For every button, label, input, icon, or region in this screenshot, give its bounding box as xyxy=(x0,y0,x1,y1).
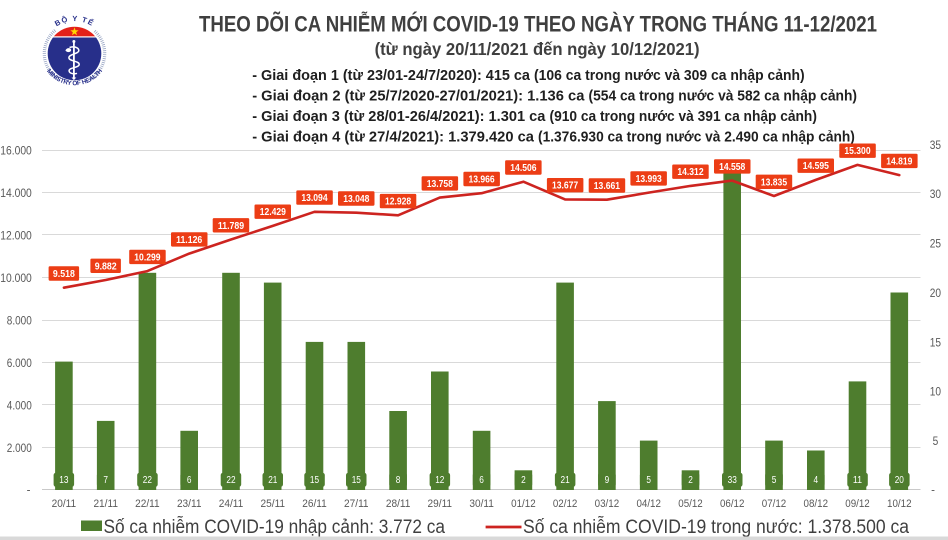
svg-text:26/11: 26/11 xyxy=(302,498,327,510)
svg-text:20/11: 20/11 xyxy=(52,498,77,510)
svg-text:2: 2 xyxy=(521,475,526,486)
svg-text:12.928: 12.928 xyxy=(385,197,411,208)
svg-text:9: 9 xyxy=(605,475,610,486)
svg-text:8: 8 xyxy=(396,475,401,486)
svg-text:14.506: 14.506 xyxy=(510,163,536,174)
svg-text:13.661: 13.661 xyxy=(594,181,620,192)
svg-text:Số ca nhiễm COVID-19 nhập cảnh: Số ca nhiễm COVID-19 nhập cảnh: 3.772 ca xyxy=(104,516,446,538)
svg-text:13.993: 13.993 xyxy=(636,174,662,185)
svg-text:13.966: 13.966 xyxy=(469,175,495,186)
svg-text:13: 13 xyxy=(59,475,69,486)
svg-text:05/12: 05/12 xyxy=(678,498,703,510)
svg-text:30: 30 xyxy=(930,187,941,201)
svg-text:14.000: 14.000 xyxy=(0,186,32,200)
svg-text:20: 20 xyxy=(930,286,941,300)
svg-text:07/12: 07/12 xyxy=(762,498,787,510)
svg-text:6: 6 xyxy=(187,475,192,486)
svg-text:11.789: 11.789 xyxy=(218,221,244,232)
svg-text:14.312: 14.312 xyxy=(677,167,703,178)
svg-text:21: 21 xyxy=(561,475,571,486)
svg-text:11.126: 11.126 xyxy=(176,235,202,246)
svg-text:02/12: 02/12 xyxy=(553,498,578,510)
svg-text:08/12: 08/12 xyxy=(804,498,829,510)
svg-text:29/11: 29/11 xyxy=(428,498,453,510)
svg-text:- Giai đoạn 2 (từ 25/7/2020-27: - Giai đoạn 2 (từ 25/7/2020-27/01/2021):… xyxy=(252,88,857,104)
svg-text:2: 2 xyxy=(688,475,693,486)
svg-text:30/11: 30/11 xyxy=(469,498,494,510)
svg-text:11: 11 xyxy=(853,475,863,486)
svg-text:04/12: 04/12 xyxy=(636,498,661,510)
svg-text:12.429: 12.429 xyxy=(260,207,286,218)
svg-text:28/11: 28/11 xyxy=(386,498,411,510)
svg-text:9.882: 9.882 xyxy=(95,261,117,272)
svg-text:10: 10 xyxy=(930,385,941,399)
svg-text:13.094: 13.094 xyxy=(301,193,327,204)
svg-text:12: 12 xyxy=(435,475,445,486)
svg-text:-: - xyxy=(931,484,935,496)
svg-text:- Giai đoạn 4 (từ 27/4/2021):: - Giai đoạn 4 (từ 27/4/2021): 1.379.420 … xyxy=(252,129,855,145)
svg-text:10.299: 10.299 xyxy=(134,252,160,263)
svg-text:01/12: 01/12 xyxy=(511,498,536,510)
svg-text:15: 15 xyxy=(310,475,320,486)
svg-text:(từ ngày 20/11/2021 đến ngày 1: (từ ngày 20/11/2021 đến ngày 10/12/2021) xyxy=(375,39,700,59)
svg-text:35: 35 xyxy=(930,138,941,152)
svg-text:5: 5 xyxy=(646,475,651,486)
svg-text:2.000: 2.000 xyxy=(7,441,32,455)
svg-text:15.300: 15.300 xyxy=(844,146,870,157)
svg-text:15: 15 xyxy=(352,475,362,486)
svg-text:BỘ Y TẾ: BỘ Y TẾ xyxy=(53,14,96,28)
svg-text:14.595: 14.595 xyxy=(803,161,829,172)
svg-text:23/11: 23/11 xyxy=(177,498,202,510)
svg-text:25: 25 xyxy=(930,237,941,251)
svg-text:- Giai đoạn 1 (từ 23/01-24/7/2: - Giai đoạn 1 (từ 23/01-24/7/2020): 415 … xyxy=(252,68,804,84)
svg-text:25/11: 25/11 xyxy=(261,498,286,510)
svg-text:16.000: 16.000 xyxy=(0,143,32,157)
svg-text:15: 15 xyxy=(930,335,941,349)
svg-text:4: 4 xyxy=(814,475,819,486)
svg-text:20: 20 xyxy=(895,475,905,486)
svg-text:33: 33 xyxy=(728,475,738,486)
svg-text:Số ca nhiễm COVID-19 trong nướ: Số ca nhiễm COVID-19 trong nước: 1.378.5… xyxy=(523,516,909,538)
svg-text:24/11: 24/11 xyxy=(219,498,244,510)
svg-text:03/12: 03/12 xyxy=(595,498,620,510)
svg-text:6.000: 6.000 xyxy=(7,356,32,370)
svg-text:13.758: 13.758 xyxy=(427,179,453,190)
svg-text:8.000: 8.000 xyxy=(7,313,32,327)
svg-text:21/11: 21/11 xyxy=(93,498,118,510)
svg-text:10/12: 10/12 xyxy=(887,498,912,510)
svg-text:22: 22 xyxy=(226,475,236,486)
svg-text:13.048: 13.048 xyxy=(343,194,369,205)
svg-text:22/11: 22/11 xyxy=(135,498,160,510)
svg-text:6: 6 xyxy=(479,475,484,486)
svg-text:5: 5 xyxy=(933,434,939,448)
svg-text:-: - xyxy=(27,484,31,496)
svg-text:27/11: 27/11 xyxy=(344,498,369,510)
svg-text:21: 21 xyxy=(268,475,278,486)
svg-text:10.000: 10.000 xyxy=(0,271,32,285)
svg-text:14.819: 14.819 xyxy=(886,156,912,167)
svg-text:09/12: 09/12 xyxy=(845,498,870,510)
svg-text:7: 7 xyxy=(103,475,108,486)
svg-text:06/12: 06/12 xyxy=(720,498,745,510)
svg-text:14.558: 14.558 xyxy=(719,162,745,173)
svg-text:12.000: 12.000 xyxy=(0,228,32,242)
svg-text:22: 22 xyxy=(143,475,153,486)
svg-text:- Giai đoạn 3 (từ 28/01-26/4/2: - Giai đoạn 3 (từ 28/01-26/4/2021): 1.30… xyxy=(252,109,817,125)
svg-text:13.835: 13.835 xyxy=(761,177,787,188)
svg-text:5: 5 xyxy=(772,475,777,486)
svg-text:4.000: 4.000 xyxy=(7,398,32,412)
svg-text:THEO DÕI CA NHIỄM MỚI COVID-19: THEO DÕI CA NHIỄM MỚI COVID-19 THEO NGÀY… xyxy=(199,11,877,37)
svg-text:9.518: 9.518 xyxy=(53,269,75,280)
svg-text:13.677: 13.677 xyxy=(552,181,578,192)
